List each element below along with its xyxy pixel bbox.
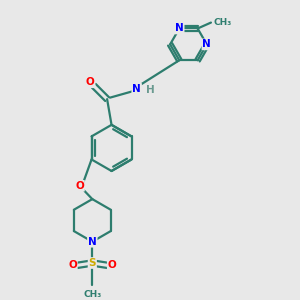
- Text: N: N: [88, 237, 97, 247]
- Text: H: H: [146, 85, 155, 95]
- Text: N: N: [132, 84, 141, 94]
- Text: S: S: [88, 258, 96, 268]
- Text: O: O: [86, 77, 94, 87]
- Text: O: O: [75, 181, 84, 191]
- Text: CH₃: CH₃: [214, 18, 232, 27]
- Text: N: N: [175, 23, 184, 34]
- Text: CH₃: CH₃: [83, 290, 101, 298]
- Text: N: N: [202, 39, 211, 50]
- Text: O: O: [108, 260, 116, 270]
- Text: O: O: [68, 260, 77, 270]
